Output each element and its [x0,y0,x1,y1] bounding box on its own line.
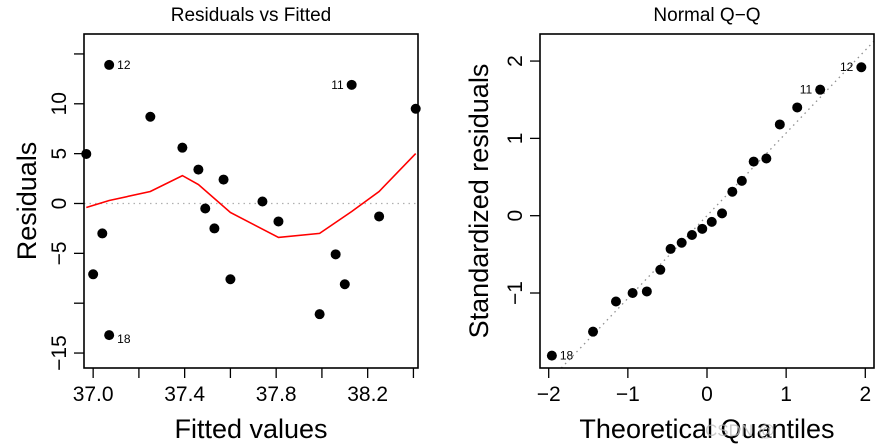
data-point [88,269,99,280]
data-point [193,164,204,175]
data-point [727,186,738,197]
x-axis-label: Theoretical Quantiles [579,414,834,444]
data-point [97,228,108,239]
data-point [706,216,717,227]
data-point [655,264,666,275]
data-point [177,142,188,153]
data-point [676,237,687,248]
x-tick-label: 37.8 [256,383,297,406]
y-tick-label: 0 [504,210,527,222]
data-point [665,243,676,254]
data-point [218,174,229,185]
data-point [314,309,325,320]
y-tick-label: 1 [504,133,527,145]
chart-title: Normal Q−Q [653,5,760,26]
x-tick-label: 38.2 [347,383,388,406]
data-point [273,216,284,227]
x-tick-label: 1 [780,383,792,406]
y-tick-label: 5 [48,148,71,160]
data-point [697,223,708,234]
data-point [610,296,621,307]
data-point [717,208,728,219]
plot-frame [539,33,875,369]
data-point [410,103,421,114]
data-point [330,249,341,260]
panel-residuals-vs-fitted: Residuals vs Fitted 12 11 18 37.0 37.4 37.8 38.… [12,5,421,444]
y-tick-label: −5 [48,241,71,265]
data-point [641,286,652,297]
data-point [546,350,557,361]
data-point [339,279,350,290]
plot-frame [83,33,419,369]
y-axis-label: Standardized residuals [464,64,494,339]
x-tick-label: 0 [701,383,713,406]
data-point [104,59,115,70]
y-tick-label: 10 [48,92,71,115]
y-axis-label: Residuals [12,142,42,261]
chart-title: Residuals vs Fitted [171,5,332,26]
lowess-smooth-line [86,153,417,239]
x-tick-label: 37.4 [164,383,205,406]
data-point [815,84,826,95]
data-point [104,330,115,341]
data-point [856,62,867,73]
point-label: 11 [331,78,344,92]
data-point [145,111,156,122]
x-tick-label: −2 [537,383,561,406]
data-point [627,288,638,299]
data-point [588,326,599,337]
y-tick-label: 2 [504,55,527,67]
y-tick-label: −1 [504,281,527,305]
x-axis-label: Fitted values [174,414,327,444]
data-point [374,211,385,222]
data-point [209,223,220,234]
y-tick-label: −15 [48,335,71,371]
data-point [761,153,772,164]
data-point [792,102,803,113]
point-label: 12 [117,58,131,72]
data-point [774,119,785,130]
x-tick-label: 37.0 [73,383,114,406]
point-label: 18 [560,349,574,363]
data-point [225,274,236,285]
data-point [686,230,697,241]
x-tick-label: −1 [616,383,640,406]
data-point [748,156,759,167]
data-point [200,203,211,214]
point-label: 12 [840,60,854,74]
data-point [346,79,357,90]
point-label: 18 [117,332,131,346]
data-point [257,196,268,207]
x-tick-label: 2 [859,383,871,406]
data-point [736,175,747,186]
y-tick-label: 0 [48,198,71,210]
qq-reference-line [560,40,875,369]
point-label: 11 [800,83,813,97]
